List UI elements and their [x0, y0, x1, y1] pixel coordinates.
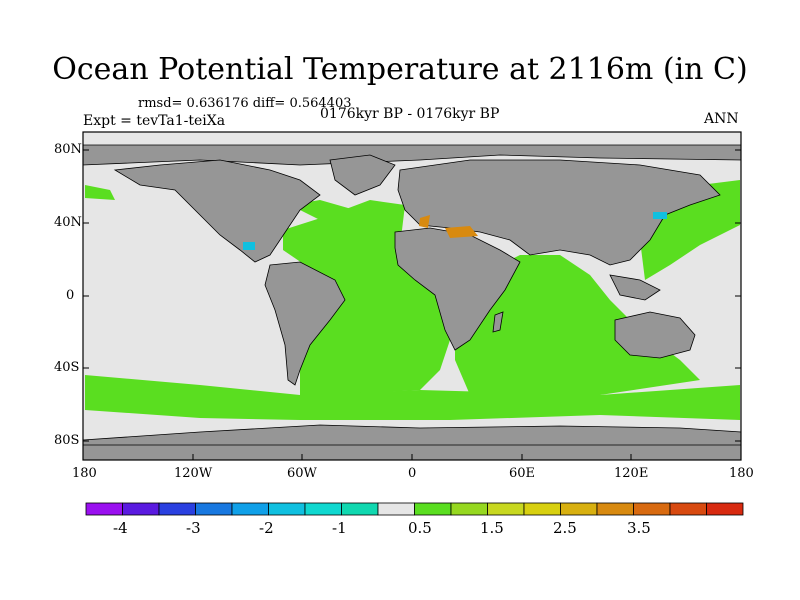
lat-label-80s: 80S	[54, 433, 80, 448]
colorbar-box	[560, 502, 598, 516]
colorbar-box	[122, 502, 160, 516]
period-label: 0176kyr BP - 0176kyr BP	[320, 106, 500, 122]
colorbar-box	[85, 502, 123, 516]
colorbar-box	[706, 502, 744, 516]
season-label: ANN	[704, 111, 739, 127]
colorbar-box	[633, 502, 671, 516]
map-title: Ocean Potential Temperature at 2116m (in…	[52, 52, 748, 87]
mediterranean-patches	[419, 215, 478, 238]
lat-label-0: 0	[66, 288, 75, 303]
colorbar-label: 1.5	[480, 519, 504, 537]
lon-label-0: 0	[408, 466, 417, 481]
lon-label-120w: 120W	[174, 466, 213, 481]
colorbar-box	[669, 502, 707, 516]
lon-label-120e: 120E	[614, 466, 649, 481]
lat-ticks	[83, 149, 741, 442]
lon-label-60e: 60E	[509, 466, 536, 481]
colorbar-box	[523, 502, 561, 516]
cool-patches	[243, 212, 667, 250]
colorbar-box	[596, 502, 634, 516]
lat-label-80n: 80N	[54, 142, 82, 157]
colorbar-label: 3.5	[627, 519, 651, 537]
stats-text: rmsd= 0.636176 diff= 0.564403	[138, 96, 352, 111]
colorbar-box	[450, 502, 488, 516]
colorbar-label: 0.5	[408, 519, 432, 537]
colorbar-label: -1	[332, 519, 347, 537]
lon-label-180e: 180	[729, 466, 754, 481]
experiment-label: Expt = tevTa1-teiXa	[83, 113, 226, 129]
colorbar-box	[195, 502, 233, 516]
colorbar-box	[341, 502, 379, 516]
ocean-warm-fields	[85, 180, 740, 420]
lon-ticks	[82, 454, 742, 460]
colorbar-box	[414, 502, 452, 516]
colorbar-label: -3	[186, 519, 201, 537]
colorbar-box	[231, 502, 269, 516]
colorbar-box	[377, 502, 415, 516]
lon-label-180w: 180	[72, 466, 97, 481]
colorbar-box	[487, 502, 525, 516]
colorbar-label: 2.5	[553, 519, 577, 537]
colorbar-box	[304, 502, 342, 516]
lat-label-40n: 40N	[54, 215, 82, 230]
colorbar	[85, 502, 744, 516]
colorbar-label: -4	[113, 519, 128, 537]
lat-label-40s: 40S	[54, 360, 80, 375]
lon-label-60w: 60W	[287, 466, 317, 481]
colorbar-box	[268, 502, 306, 516]
colorbar-box	[158, 502, 196, 516]
colorbar-label: -2	[259, 519, 274, 537]
